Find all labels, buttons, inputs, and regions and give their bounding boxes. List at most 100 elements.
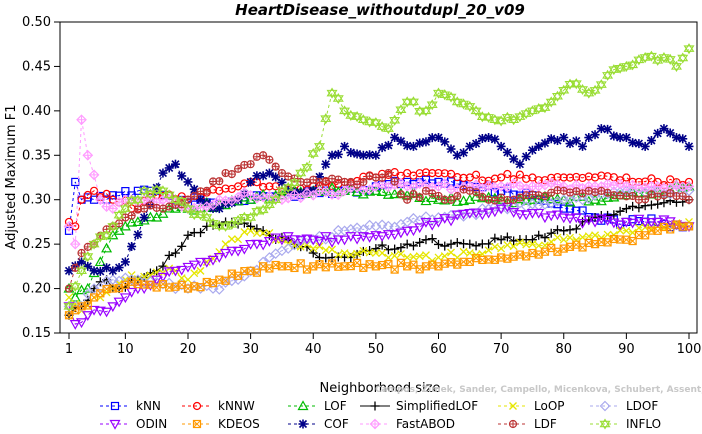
y-tick-label: 0.40 xyxy=(22,104,51,119)
data-point xyxy=(539,102,551,114)
data-point xyxy=(289,189,300,200)
data-point xyxy=(401,216,413,228)
data-point xyxy=(458,195,470,206)
data-point xyxy=(113,209,125,221)
data-point xyxy=(420,211,432,222)
x-tick-label: 30 xyxy=(242,342,259,357)
data-point xyxy=(415,252,424,261)
data-point xyxy=(421,168,431,177)
data-point xyxy=(214,204,224,214)
data-point xyxy=(591,231,600,240)
data-point xyxy=(139,212,149,222)
data-point xyxy=(321,159,331,169)
data-point xyxy=(177,274,186,283)
data-point xyxy=(496,235,506,245)
data-point xyxy=(377,240,387,250)
data-point xyxy=(564,193,576,205)
data-point xyxy=(407,226,419,237)
data-point xyxy=(295,167,307,179)
data-point xyxy=(371,244,381,254)
data-point xyxy=(382,123,394,135)
data-point xyxy=(76,265,88,277)
data-point xyxy=(545,211,557,222)
citation-watermark: Campos, Zimek, Sander, Campello, Micenko… xyxy=(375,385,702,395)
data-point xyxy=(645,50,657,62)
data-point xyxy=(276,235,288,246)
data-point xyxy=(408,241,418,251)
y-axis: 0.15 0.20 0.25 0.30 0.35 0.40 0.45 0.50 xyxy=(22,15,60,341)
legend-label: LDF xyxy=(534,417,557,431)
data-point xyxy=(428,169,437,178)
data-point xyxy=(646,136,656,146)
data-point xyxy=(351,222,363,234)
data-point xyxy=(497,244,506,253)
data-point xyxy=(602,178,613,190)
data-point xyxy=(552,225,562,235)
data-point xyxy=(602,192,614,202)
data-point xyxy=(495,193,507,204)
data-point xyxy=(332,235,344,246)
data-point xyxy=(88,305,100,316)
data-point xyxy=(395,104,407,116)
data-point xyxy=(164,163,174,173)
data-point xyxy=(514,210,526,220)
data-point xyxy=(107,302,119,313)
legend-item-ldof: LDOF xyxy=(590,399,658,413)
legend-label: SimplifiedLOF xyxy=(396,399,478,413)
data-point xyxy=(471,139,481,149)
legend-label: FastABOD xyxy=(396,417,455,431)
data-point xyxy=(332,92,344,105)
data-point xyxy=(409,189,418,199)
data-point xyxy=(158,168,168,178)
data-point xyxy=(453,173,462,182)
data-point xyxy=(446,239,456,249)
data-point xyxy=(252,171,262,181)
data-point xyxy=(614,178,626,190)
data-point xyxy=(539,213,551,224)
data-point xyxy=(157,272,169,283)
data-point xyxy=(320,232,332,242)
data-point xyxy=(495,204,507,215)
data-point xyxy=(71,177,80,187)
data-point xyxy=(432,217,445,228)
data-point xyxy=(75,284,88,295)
data-point xyxy=(514,193,526,204)
data-point xyxy=(192,419,202,429)
data-point xyxy=(597,171,606,180)
data-point xyxy=(501,196,513,207)
data-point xyxy=(614,220,626,231)
data-point xyxy=(119,203,131,215)
data-point xyxy=(101,242,113,253)
data-point xyxy=(527,145,537,155)
y-axis-label: Adjusted Maximum F1 xyxy=(4,105,19,250)
x-axis: 1 10 20 30 40 50 60 70 80 90 100 xyxy=(65,333,701,357)
data-point xyxy=(622,226,631,235)
data-point xyxy=(426,99,438,111)
data-point xyxy=(471,188,481,197)
data-point xyxy=(684,222,694,231)
data-point xyxy=(257,240,269,251)
data-point xyxy=(192,401,202,411)
legend-label: LOF xyxy=(324,399,347,413)
data-point xyxy=(683,185,695,197)
data-point xyxy=(553,200,562,209)
data-point xyxy=(459,173,468,183)
data-point xyxy=(427,133,437,143)
data-point xyxy=(446,144,456,154)
data-point xyxy=(132,284,144,295)
data-point xyxy=(295,192,307,204)
data-point xyxy=(565,173,575,182)
data-point xyxy=(376,219,388,231)
data-point xyxy=(426,220,438,231)
data-point xyxy=(646,200,656,210)
data-point xyxy=(183,177,193,187)
data-point xyxy=(540,138,550,148)
data-point xyxy=(252,229,261,238)
data-point xyxy=(370,221,382,232)
data-point xyxy=(359,246,368,255)
data-point xyxy=(183,230,193,240)
data-point xyxy=(327,150,337,160)
data-point xyxy=(578,243,587,252)
data-point xyxy=(232,246,244,257)
data-point xyxy=(421,137,431,147)
